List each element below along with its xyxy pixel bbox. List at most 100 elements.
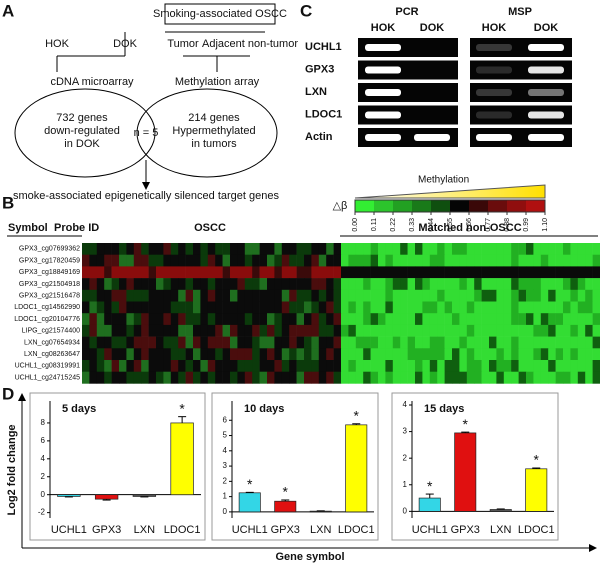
gel-band	[476, 134, 512, 141]
heatmap-cell	[244, 243, 253, 255]
heatmap-cell	[259, 301, 268, 314]
x-tick-label: UCHL1	[51, 524, 87, 536]
heatmap-cell	[104, 371, 112, 384]
heatmap-cell	[459, 336, 468, 349]
bar	[170, 422, 194, 496]
gel	[358, 38, 458, 57]
heatmap-cell	[200, 324, 209, 337]
heatmap-cell	[289, 254, 297, 267]
heatmap-cell	[200, 348, 209, 361]
heatmap-cell	[311, 313, 320, 326]
heatmap-cell	[230, 301, 238, 314]
heatmap-cell	[311, 301, 320, 314]
heatmap-cell	[444, 254, 453, 267]
heatmap-cell	[222, 301, 231, 314]
scale-tick-label: 0.99	[523, 218, 530, 232]
heatmap-cell	[385, 324, 394, 337]
heatmap-cell	[259, 371, 268, 384]
heatmap-cell	[474, 289, 482, 302]
heatmap-cell	[89, 348, 98, 361]
y-tick-label: 6	[41, 436, 46, 445]
heatmap-cell	[311, 266, 320, 279]
heatmap-cell	[341, 336, 349, 349]
heatmap-cell	[363, 360, 371, 372]
heatmap-cell	[511, 289, 519, 302]
heatmap-cell	[548, 313, 556, 326]
heatmap-cell	[400, 336, 408, 349]
heatmap-cell	[459, 266, 468, 279]
group: Matched non-OSCC	[418, 222, 521, 234]
heatmap-cell	[104, 243, 112, 255]
heatmap-cell	[503, 336, 512, 349]
heatmap-cell	[341, 278, 349, 291]
heatmap-cell	[318, 266, 327, 279]
heatmap-cell	[111, 289, 120, 302]
heatmap-cell	[548, 243, 556, 255]
heatmap-cell	[429, 313, 438, 326]
y-tick-label: 3	[223, 461, 228, 470]
heatmap-cell	[126, 289, 135, 302]
heatmap-cell	[444, 313, 453, 326]
y-tick-label: 4	[41, 454, 46, 463]
heatmap-cell	[585, 301, 593, 314]
heatmap-cell	[466, 336, 475, 349]
heatmap-cell	[185, 324, 194, 337]
heatmap-cell	[133, 278, 142, 291]
heatmap-cell	[237, 289, 246, 302]
heatmap-cell	[563, 254, 571, 267]
heatmap-cell	[141, 348, 149, 361]
heatmap-cell	[518, 254, 527, 267]
heatmap-cell	[548, 278, 556, 291]
heatmap-cell	[274, 313, 283, 326]
heatmap-cell	[378, 278, 386, 291]
heatmap-cell	[518, 348, 527, 361]
heatmap-cell	[392, 360, 401, 372]
heatmap-cell	[548, 360, 556, 372]
heatmap-cell	[592, 289, 600, 302]
heatmap-cell	[96, 336, 105, 349]
y-tick-label: 0	[223, 507, 228, 516]
heatmap-cell	[518, 336, 527, 349]
heatmap-cell	[563, 324, 571, 337]
heatmap-cell	[511, 243, 519, 255]
heatmap-cell	[452, 278, 460, 291]
heatmap-cell	[296, 313, 305, 326]
heatmap-cell	[156, 336, 164, 349]
heatmap-cell	[474, 266, 482, 279]
heatmap-cell	[452, 360, 460, 372]
heatmap-cell	[333, 289, 342, 302]
heatmap-cell	[156, 254, 164, 267]
heatmap-cell	[400, 289, 408, 302]
heatmap-cell	[585, 360, 593, 372]
heatmap-cell	[207, 336, 216, 349]
heatmap-cell	[252, 254, 260, 267]
heatmap-cell	[489, 243, 497, 255]
heatmap-cell	[148, 336, 157, 349]
heatmap-cell	[348, 243, 357, 255]
heatmap-cell	[178, 336, 186, 349]
heatmap-cell	[126, 243, 135, 255]
heatmap-cell	[496, 278, 505, 291]
heatmap-cell	[496, 254, 505, 267]
heatmap-cell	[141, 313, 149, 326]
heatmap-cell	[563, 336, 571, 349]
heatmap-cell	[452, 371, 460, 384]
heatmap-cell	[296, 243, 305, 255]
box	[164, 3, 276, 25]
heatmap-cell	[259, 266, 268, 279]
heatmap-cell	[466, 243, 475, 255]
heatmap-cell	[96, 243, 105, 255]
heatmap-cell	[400, 348, 408, 361]
heatmap-cell	[548, 289, 556, 302]
box-label: Smoking-associated OSCC	[153, 8, 287, 20]
heatmap-cell	[348, 371, 357, 384]
heatmap-cell	[563, 371, 571, 384]
heatmap-cell	[89, 254, 98, 267]
heatmap-cell	[230, 289, 238, 302]
heatmap-cell	[385, 278, 394, 291]
heatmap-cell	[437, 243, 445, 255]
heatmap-cell	[489, 324, 497, 337]
heatmap-cell	[96, 266, 105, 279]
heatmap-cell	[111, 313, 120, 326]
heatmap-cell	[259, 289, 268, 302]
